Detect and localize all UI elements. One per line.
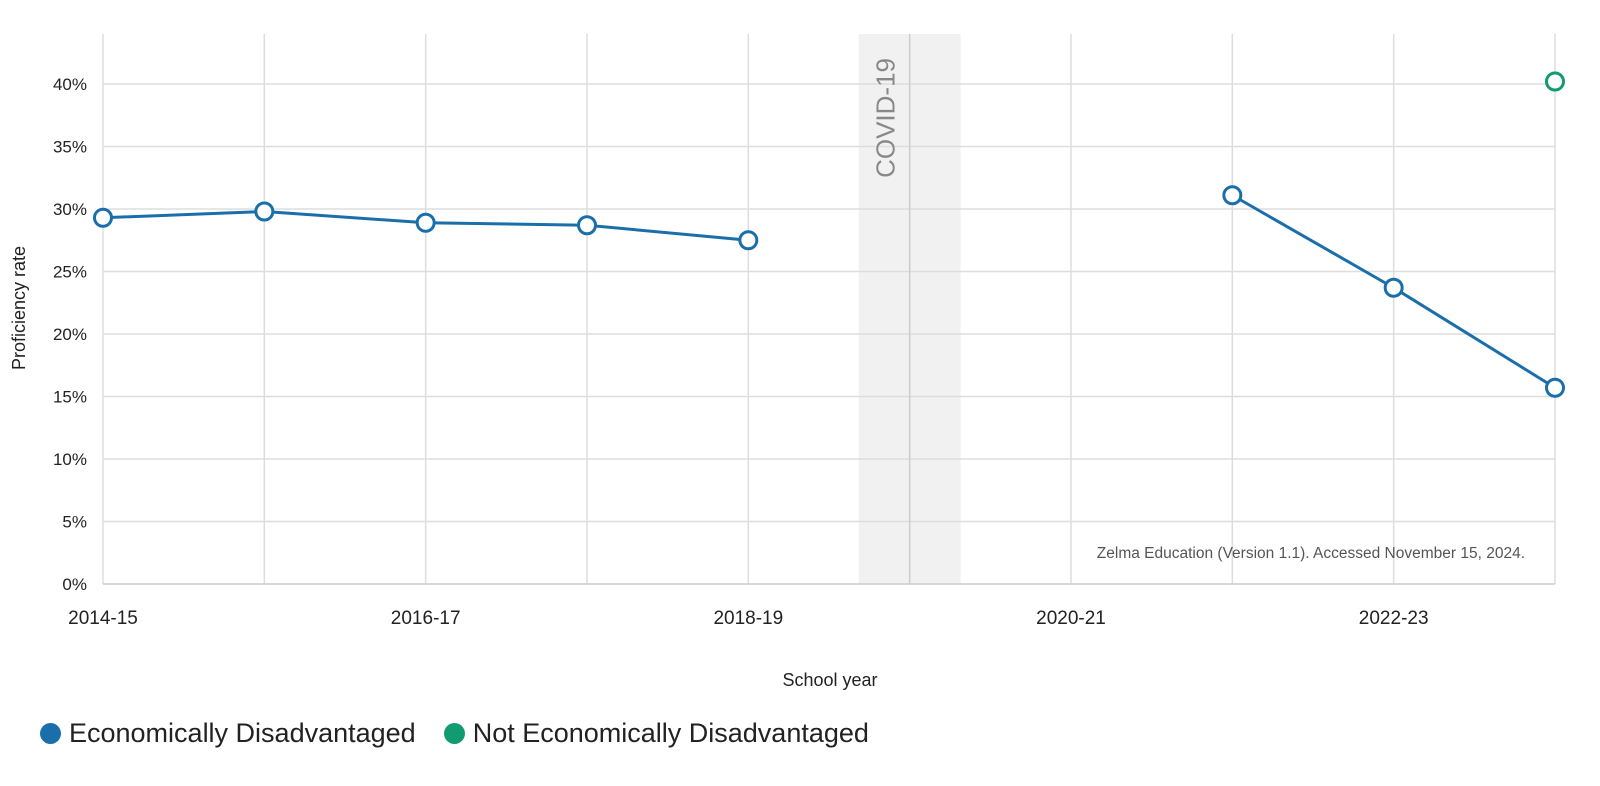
legend-swatch-economically-disadvantaged (40, 723, 61, 744)
series-layer (93, 71, 1565, 398)
y-axis-label: Proficiency rate (9, 246, 29, 370)
legend: Economically Disadvantaged Not Economica… (40, 718, 869, 749)
y-tick-label: 40% (53, 75, 87, 94)
x-tick-label: 2018-19 (713, 608, 783, 629)
data-point[interactable] (1222, 185, 1243, 206)
data-point[interactable] (1545, 377, 1565, 398)
x-tick-label: 2022-23 (1359, 608, 1429, 629)
covid-label: COVID-19 (871, 58, 901, 178)
y-tick-label: 5% (62, 513, 87, 532)
legend-item-economically-disadvantaged[interactable]: Economically Disadvantaged (40, 718, 416, 749)
data-point[interactable] (1545, 71, 1565, 92)
y-tick-label: 35% (53, 138, 87, 157)
y-tick-label: 0% (62, 575, 87, 594)
horizontal-gridlines (103, 83, 1555, 585)
data-point[interactable] (577, 215, 597, 236)
x-axis-label: School year (782, 670, 877, 690)
legend-label-not-economically-disadvantaged: Not Economically Disadvantaged (472, 718, 869, 748)
data-point[interactable] (254, 201, 275, 222)
x-axis-tick-labels: 2014-15 2016-17 2018-19 2020-21 2022-23 (68, 608, 1428, 629)
x-tick-label: 2014-15 (68, 608, 138, 629)
y-tick-label: 25% (53, 263, 87, 282)
series-1 (93, 185, 1565, 398)
data-point[interactable] (415, 212, 436, 233)
data-point[interactable] (1383, 277, 1404, 298)
legend-item-not-economically-disadvantaged[interactable]: Not Economically Disadvantaged (443, 718, 869, 749)
y-axis-tick-labels: 0% 5% 10% 15% 20% 25% 30% 35% 40% (53, 75, 87, 594)
source-note: Zelma Education (Version 1.1). Accessed … (1097, 545, 1525, 562)
vertical-gridlines (102, 34, 1556, 584)
legend-swatch-not-economically-disadvantaged (443, 723, 465, 744)
y-tick-label: 15% (53, 388, 87, 407)
series-2 (1545, 71, 1565, 92)
y-tick-label: 30% (53, 200, 87, 219)
y-tick-label: 20% (53, 325, 87, 344)
legend-label-economically-disadvantaged: Economically Disadvantaged (69, 718, 416, 748)
x-tick-label: 2016-17 (391, 608, 461, 629)
data-point[interactable] (738, 230, 759, 251)
x-tick-label: 2020-21 (1036, 608, 1106, 629)
line-chart: COVID-19 0% 5% 10% 15% 20% 25% 30% 35% 40% 2014-… (9, 34, 1565, 690)
y-tick-label: 10% (53, 450, 87, 469)
data-point[interactable] (93, 207, 113, 228)
